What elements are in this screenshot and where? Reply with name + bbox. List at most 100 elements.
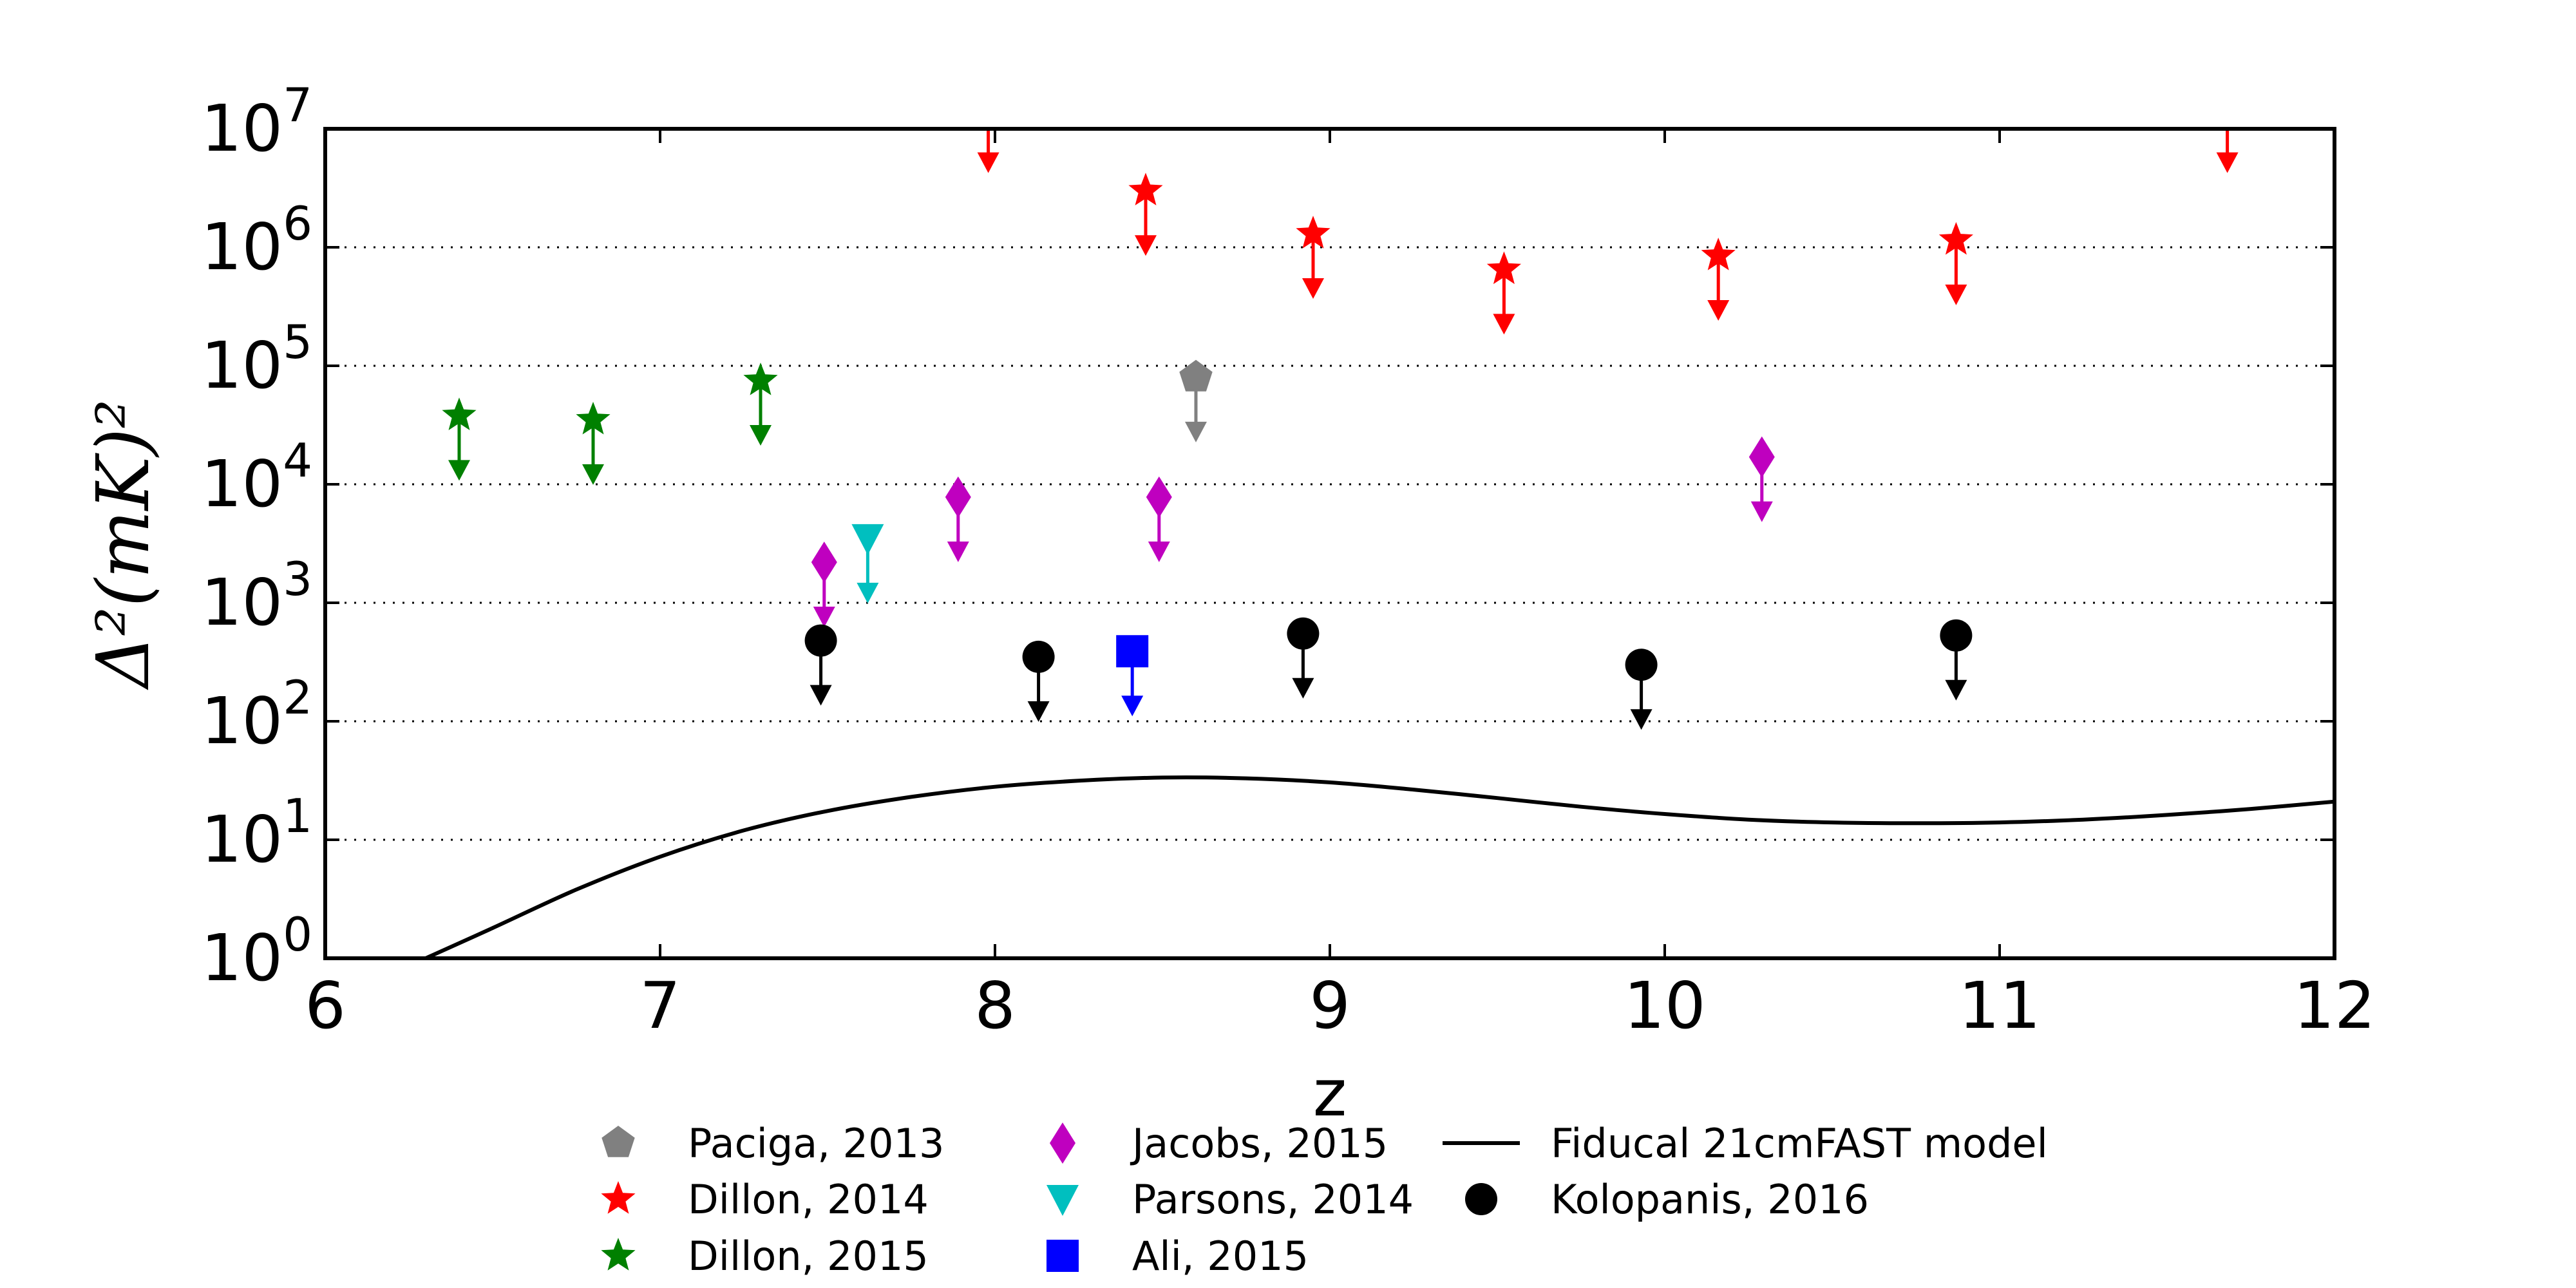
diamond-marker: [1748, 436, 1775, 478]
pentagon-marker: [1179, 359, 1213, 392]
triangle-down-marker: [851, 524, 884, 555]
legend-item: Paciga, 2013: [601, 1120, 944, 1167]
circle-marker: [804, 624, 837, 657]
data-point-jacobs-2015: [1146, 476, 1172, 562]
legend-label: Dillon, 2015: [688, 1233, 929, 1280]
y-tick-label: 101: [201, 789, 312, 877]
upper-limit-arrow-head: [977, 152, 999, 173]
legend-star-icon: [601, 1238, 636, 1271]
x-tick-label: 11: [1958, 968, 2040, 1043]
data-markers: [442, 90, 2244, 730]
legend-triangle-down-icon: [1046, 1185, 1079, 1216]
data-point-kolopanis-2016: [1287, 617, 1320, 699]
legend-item: Ali, 2015: [1046, 1233, 1309, 1280]
y-tick-label: 105: [201, 315, 312, 403]
legend-item: Fiducal 21cmFAST model: [1443, 1120, 2048, 1167]
legend-label: Parsons, 2014: [1132, 1176, 1414, 1223]
data-point-parsons-2014: [851, 524, 884, 603]
legend-square-icon: [1046, 1240, 1079, 1272]
y-tick-label: 107: [201, 78, 312, 166]
star-marker: [1128, 173, 1163, 205]
upper-limit-arrow-head: [813, 606, 835, 627]
legend-item: Kolopanis, 2016: [1465, 1176, 1869, 1223]
legend-label: Dillon, 2014: [688, 1176, 929, 1223]
y-axis-label: Δ²(mK)²: [82, 399, 166, 690]
upper-limit-arrow-head: [448, 460, 470, 481]
diamond-marker: [945, 476, 971, 518]
x-tick-label: 8: [974, 968, 1016, 1043]
legend-item: Jacobs, 2015: [1050, 1120, 1388, 1167]
data-point-dillon-2014: [1701, 238, 1736, 321]
upper-limit-arrow-head: [857, 582, 879, 603]
x-tick-label: 6: [305, 968, 346, 1043]
legend-star-icon: [601, 1181, 636, 1214]
upper-limit-arrow-head: [1121, 696, 1144, 717]
upper-limit-arrow-head: [750, 424, 772, 446]
circle-marker: [1625, 649, 1658, 681]
y-tick-label: 100: [201, 907, 312, 996]
legend-item: Dillon, 2015: [601, 1233, 929, 1280]
upper-limit-arrow-head: [1493, 314, 1515, 335]
data-point-kolopanis-2016: [1940, 619, 1973, 701]
y-tick-label: 106: [201, 196, 312, 285]
axis-ticks: [324, 128, 2336, 960]
x-tick-labels: 6 7 8 9 10 11 12: [305, 968, 2375, 1043]
data-point-dillon-2014: [1296, 216, 1331, 299]
diamond-marker: [1146, 476, 1172, 518]
x-tick-label: 12: [2293, 968, 2375, 1043]
legend-label: Kolopanis, 2016: [1551, 1176, 1869, 1223]
circle-marker: [1022, 640, 1055, 673]
star-marker: [1486, 251, 1521, 285]
upper-limit-arrow-head: [1630, 709, 1653, 730]
upper-limit-arrow-head: [1185, 421, 1207, 442]
legend-diamond-icon: [1050, 1122, 1075, 1164]
diamond-marker: [811, 541, 837, 583]
y-gridlines: [325, 246, 2334, 841]
x-tick-label: 10: [1624, 968, 1705, 1043]
square-marker: [1116, 635, 1149, 668]
y-tick-labels: 100 101 102 103 104 105 106 107: [201, 78, 312, 996]
data-point-dillon-2015: [576, 401, 611, 485]
x-tick-label: 9: [1309, 968, 1350, 1043]
legend-label: Jacobs, 2015: [1130, 1120, 1388, 1167]
data-point-dillon-2015: [442, 397, 477, 481]
upper-limit-arrow-head: [1148, 541, 1170, 562]
star-marker: [743, 363, 778, 395]
data-point-kolopanis-2016: [1625, 649, 1658, 730]
upper-limit-arrow-head: [1135, 235, 1157, 256]
y-tick-label: 104: [201, 433, 312, 522]
legend-circle-icon: [1465, 1183, 1497, 1215]
model-line-21cmfast: [424, 775, 2334, 958]
star-marker: [576, 401, 611, 435]
data-point-dillon-2015: [743, 363, 778, 446]
legend: Paciga, 2013 Dillon, 2014 Dillon, 2015 Jaco…: [601, 1120, 2048, 1280]
data-point-dillon-2014: [971, 90, 1005, 173]
data-point-dillon-2014: [1938, 222, 1973, 305]
data-point-kolopanis-2016: [804, 624, 837, 706]
upper-limit-arrow-head: [1945, 284, 1967, 305]
data-point-kolopanis-2016: [1022, 640, 1055, 722]
y-tick-label: 103: [201, 552, 312, 640]
upper-limit-arrow-head: [810, 685, 832, 706]
upper-limit-arrow-head: [1945, 679, 1967, 701]
data-point-dillon-2014: [2210, 90, 2244, 173]
legend-label: Paciga, 2013: [688, 1120, 944, 1167]
legend-label: Fiducal 21cmFAST model: [1551, 1120, 2048, 1167]
legend-item: Dillon, 2014: [601, 1176, 929, 1223]
star-marker: [1938, 222, 1973, 255]
circle-marker: [1287, 617, 1320, 650]
star-marker: [971, 90, 1005, 123]
data-point-dillon-2014: [1128, 173, 1163, 256]
star-marker: [1701, 238, 1736, 270]
star-marker: [2210, 90, 2244, 123]
data-point-jacobs-2015: [1748, 436, 1775, 522]
data-point-jacobs-2015: [811, 541, 837, 627]
upper-limit-arrow-head: [1027, 701, 1050, 722]
data-point-dillon-2014: [1486, 251, 1521, 335]
x-axis-label: z: [1313, 1056, 1347, 1131]
star-marker: [1296, 216, 1331, 249]
upper-limit-arrow-head: [1302, 278, 1324, 299]
upper-limit-arrow-head: [582, 464, 604, 485]
data-point-jacobs-2015: [945, 476, 971, 562]
